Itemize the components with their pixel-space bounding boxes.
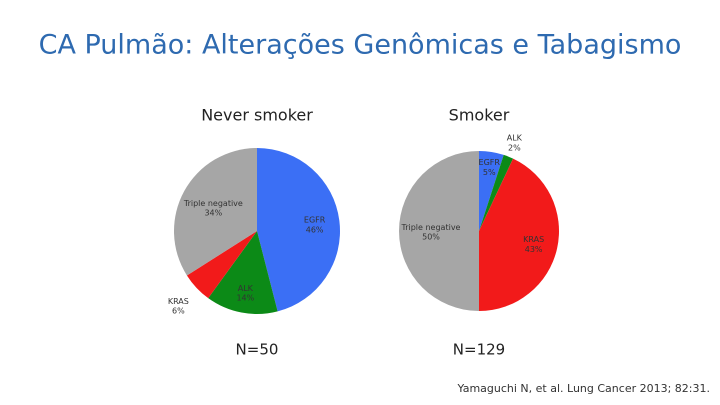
- pie-title: Never smoker: [201, 106, 313, 125]
- slice-label: Triple negative 50%: [401, 223, 461, 242]
- pie-slice: [186, 231, 257, 299]
- pie-slice: [257, 148, 340, 312]
- slice-label: Triple negative 34%: [183, 199, 243, 218]
- slice-label: EGFR 5%: [479, 158, 501, 177]
- pie-note: N=129: [453, 341, 505, 359]
- pie-note: N=50: [236, 341, 279, 359]
- pie-slice: [208, 231, 278, 314]
- slice-label: ALK 2%: [507, 133, 523, 152]
- slice-value: 2%: [508, 143, 521, 152]
- pie-slice: [174, 148, 257, 276]
- slice-category: EGFR: [304, 215, 326, 224]
- slice-label: EGFR 46%: [304, 215, 326, 234]
- slice-label: KRAS 6%: [168, 296, 189, 315]
- slice-value: 50%: [422, 232, 440, 241]
- citation: Yamaguchi N, et al. Lung Cancer 2013; 82…: [457, 382, 711, 395]
- slice-category: ALK: [238, 284, 254, 293]
- slice-value: 43%: [525, 244, 543, 253]
- slice-category: KRAS: [523, 235, 544, 244]
- pie-slice: [399, 151, 479, 311]
- slice-category: Triple negative: [401, 223, 461, 232]
- slice-value: 6%: [172, 306, 185, 315]
- slice-value: 46%: [306, 225, 324, 234]
- pie-slice: [479, 154, 514, 231]
- slice-value: 14%: [236, 293, 254, 302]
- slice-category: Triple negative: [183, 199, 243, 208]
- slice-category: KRAS: [168, 296, 189, 305]
- pie-title: Smoker: [449, 106, 510, 125]
- slice-label: KRAS 43%: [523, 235, 544, 254]
- pie-slice: [479, 158, 559, 311]
- slice-label: ALK 14%: [236, 284, 254, 303]
- pie-slice: [479, 151, 504, 231]
- slice-category: ALK: [507, 133, 523, 142]
- slice-value: 34%: [204, 208, 222, 217]
- slice-value: 5%: [483, 167, 496, 176]
- slice-category: EGFR: [479, 158, 501, 167]
- slide-title: CA Pulmão: Alterações Genômicas e Tabagi…: [39, 30, 682, 61]
